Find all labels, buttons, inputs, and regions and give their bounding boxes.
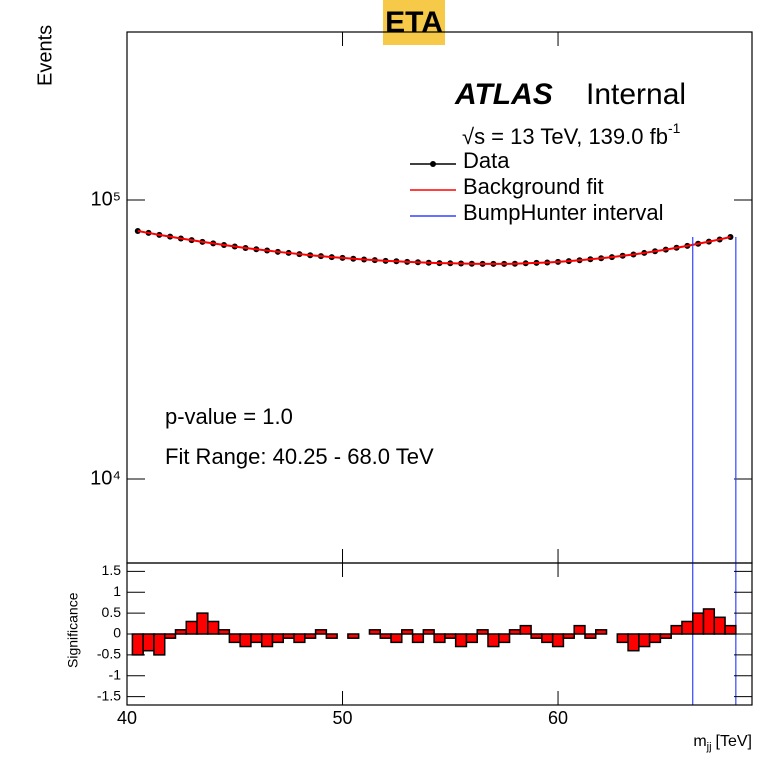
- series-line: [137, 230, 731, 265]
- significance-bar: [444, 633, 457, 639]
- significance-bar: [347, 633, 360, 639]
- y-tick-label: 10⁴: [90, 467, 121, 489]
- significance-bar: [174, 629, 188, 635]
- significance-bar: [131, 633, 144, 656]
- significance-bar: [724, 624, 737, 635]
- significance-bar: [670, 624, 683, 635]
- x-label-sub: jj: [706, 741, 712, 753]
- significance-bar: [519, 624, 532, 635]
- y-axis-label: Events: [34, 25, 56, 86]
- plot-frame: [126, 31, 753, 564]
- energy-label: √s = 13 TeV, 139.0 fb-1: [462, 120, 681, 149]
- significance-bar: [541, 633, 554, 644]
- significance-bar: [153, 633, 166, 656]
- legend-label: BumpHunter interval: [463, 200, 664, 225]
- badge: ETA: [385, 6, 443, 39]
- significance-bar: [433, 633, 446, 644]
- x-label-symbol: m: [693, 733, 706, 750]
- significance-bar: [293, 633, 306, 644]
- y-tick-label: -1.5: [97, 687, 121, 703]
- significance-bar: [368, 629, 381, 635]
- significance-bar: [325, 633, 338, 639]
- legend-label: Background fit: [463, 174, 604, 199]
- x-tick-label: 60: [548, 708, 568, 728]
- significance-bar: [691, 612, 705, 635]
- significance-bar: [304, 633, 317, 639]
- x-tick-label: 50: [333, 708, 353, 728]
- significance-bar: [648, 633, 662, 644]
- significance-bar: [260, 633, 274, 648]
- legend-marker: [430, 161, 436, 167]
- y-tick-label: -0.5: [97, 646, 121, 662]
- significance-bar: [422, 629, 435, 635]
- x-tick-label: 40: [117, 708, 137, 728]
- significance-bar: [487, 633, 500, 648]
- significance-bar: [562, 633, 575, 639]
- significance-bar: [476, 629, 489, 635]
- significance-bar: [627, 633, 640, 652]
- badge-box: [383, 0, 445, 45]
- y-tick-label: 10⁵: [90, 188, 121, 210]
- significance-bar: [530, 633, 543, 639]
- significance-bar: [196, 612, 209, 635]
- significance-bar: [239, 633, 252, 648]
- significance-bar: [551, 633, 565, 648]
- significance-bar: [282, 633, 295, 639]
- significance-bar: [584, 633, 597, 639]
- significance-bar: [185, 620, 198, 635]
- significance-bar: [702, 608, 716, 635]
- significance-bar: [659, 633, 672, 639]
- legend-label: Data: [463, 148, 510, 173]
- significance-bar: [228, 633, 241, 644]
- significance-bar: [498, 633, 511, 644]
- energy-text: √s = 13 TeV, 139.0 fb: [462, 124, 668, 149]
- significance-bar: [595, 629, 608, 635]
- significance-bar: [142, 633, 155, 652]
- significance-bar: [207, 620, 220, 635]
- y-tick-label: 0: [113, 625, 121, 641]
- chart-title: ATLAS: [454, 78, 553, 111]
- annotation: p-value = 1.0: [165, 404, 293, 429]
- significance-bar: [713, 616, 726, 635]
- significance-bar: [638, 633, 651, 648]
- y-tick-label: 0.5: [102, 604, 122, 620]
- x-label-unit: [TeV]: [716, 733, 752, 750]
- significance-bar: [217, 629, 231, 635]
- significance-bar: [163, 633, 177, 639]
- chart-subtitle: Internal: [586, 78, 686, 111]
- annotation: Fit Range: 40.25 - 68.0 TeV: [165, 444, 434, 469]
- series-line: [137, 230, 731, 265]
- x-axis-label: mjj [TeV]: [693, 733, 752, 753]
- significance-bar: [271, 633, 285, 644]
- y-tick-label: 1: [113, 583, 121, 599]
- significance-bar: [250, 633, 263, 644]
- y-tick-label: 1.5: [102, 562, 122, 578]
- significance-bar: [681, 620, 694, 635]
- significance-bar: [379, 633, 392, 639]
- energy-sup: -1: [668, 120, 681, 136]
- significance-bar: [573, 624, 586, 635]
- significance-bar: [616, 633, 629, 644]
- significance-bar: [465, 633, 478, 644]
- significance-bar: [454, 633, 468, 648]
- significance-bar: [314, 629, 328, 635]
- y-tick-label: -1: [109, 666, 122, 682]
- significance-bar: [411, 633, 425, 644]
- significance-bar: [508, 629, 522, 635]
- y-axis-label: Significance: [65, 592, 81, 668]
- significance-bar: [401, 629, 414, 635]
- significance-bar: [390, 633, 403, 644]
